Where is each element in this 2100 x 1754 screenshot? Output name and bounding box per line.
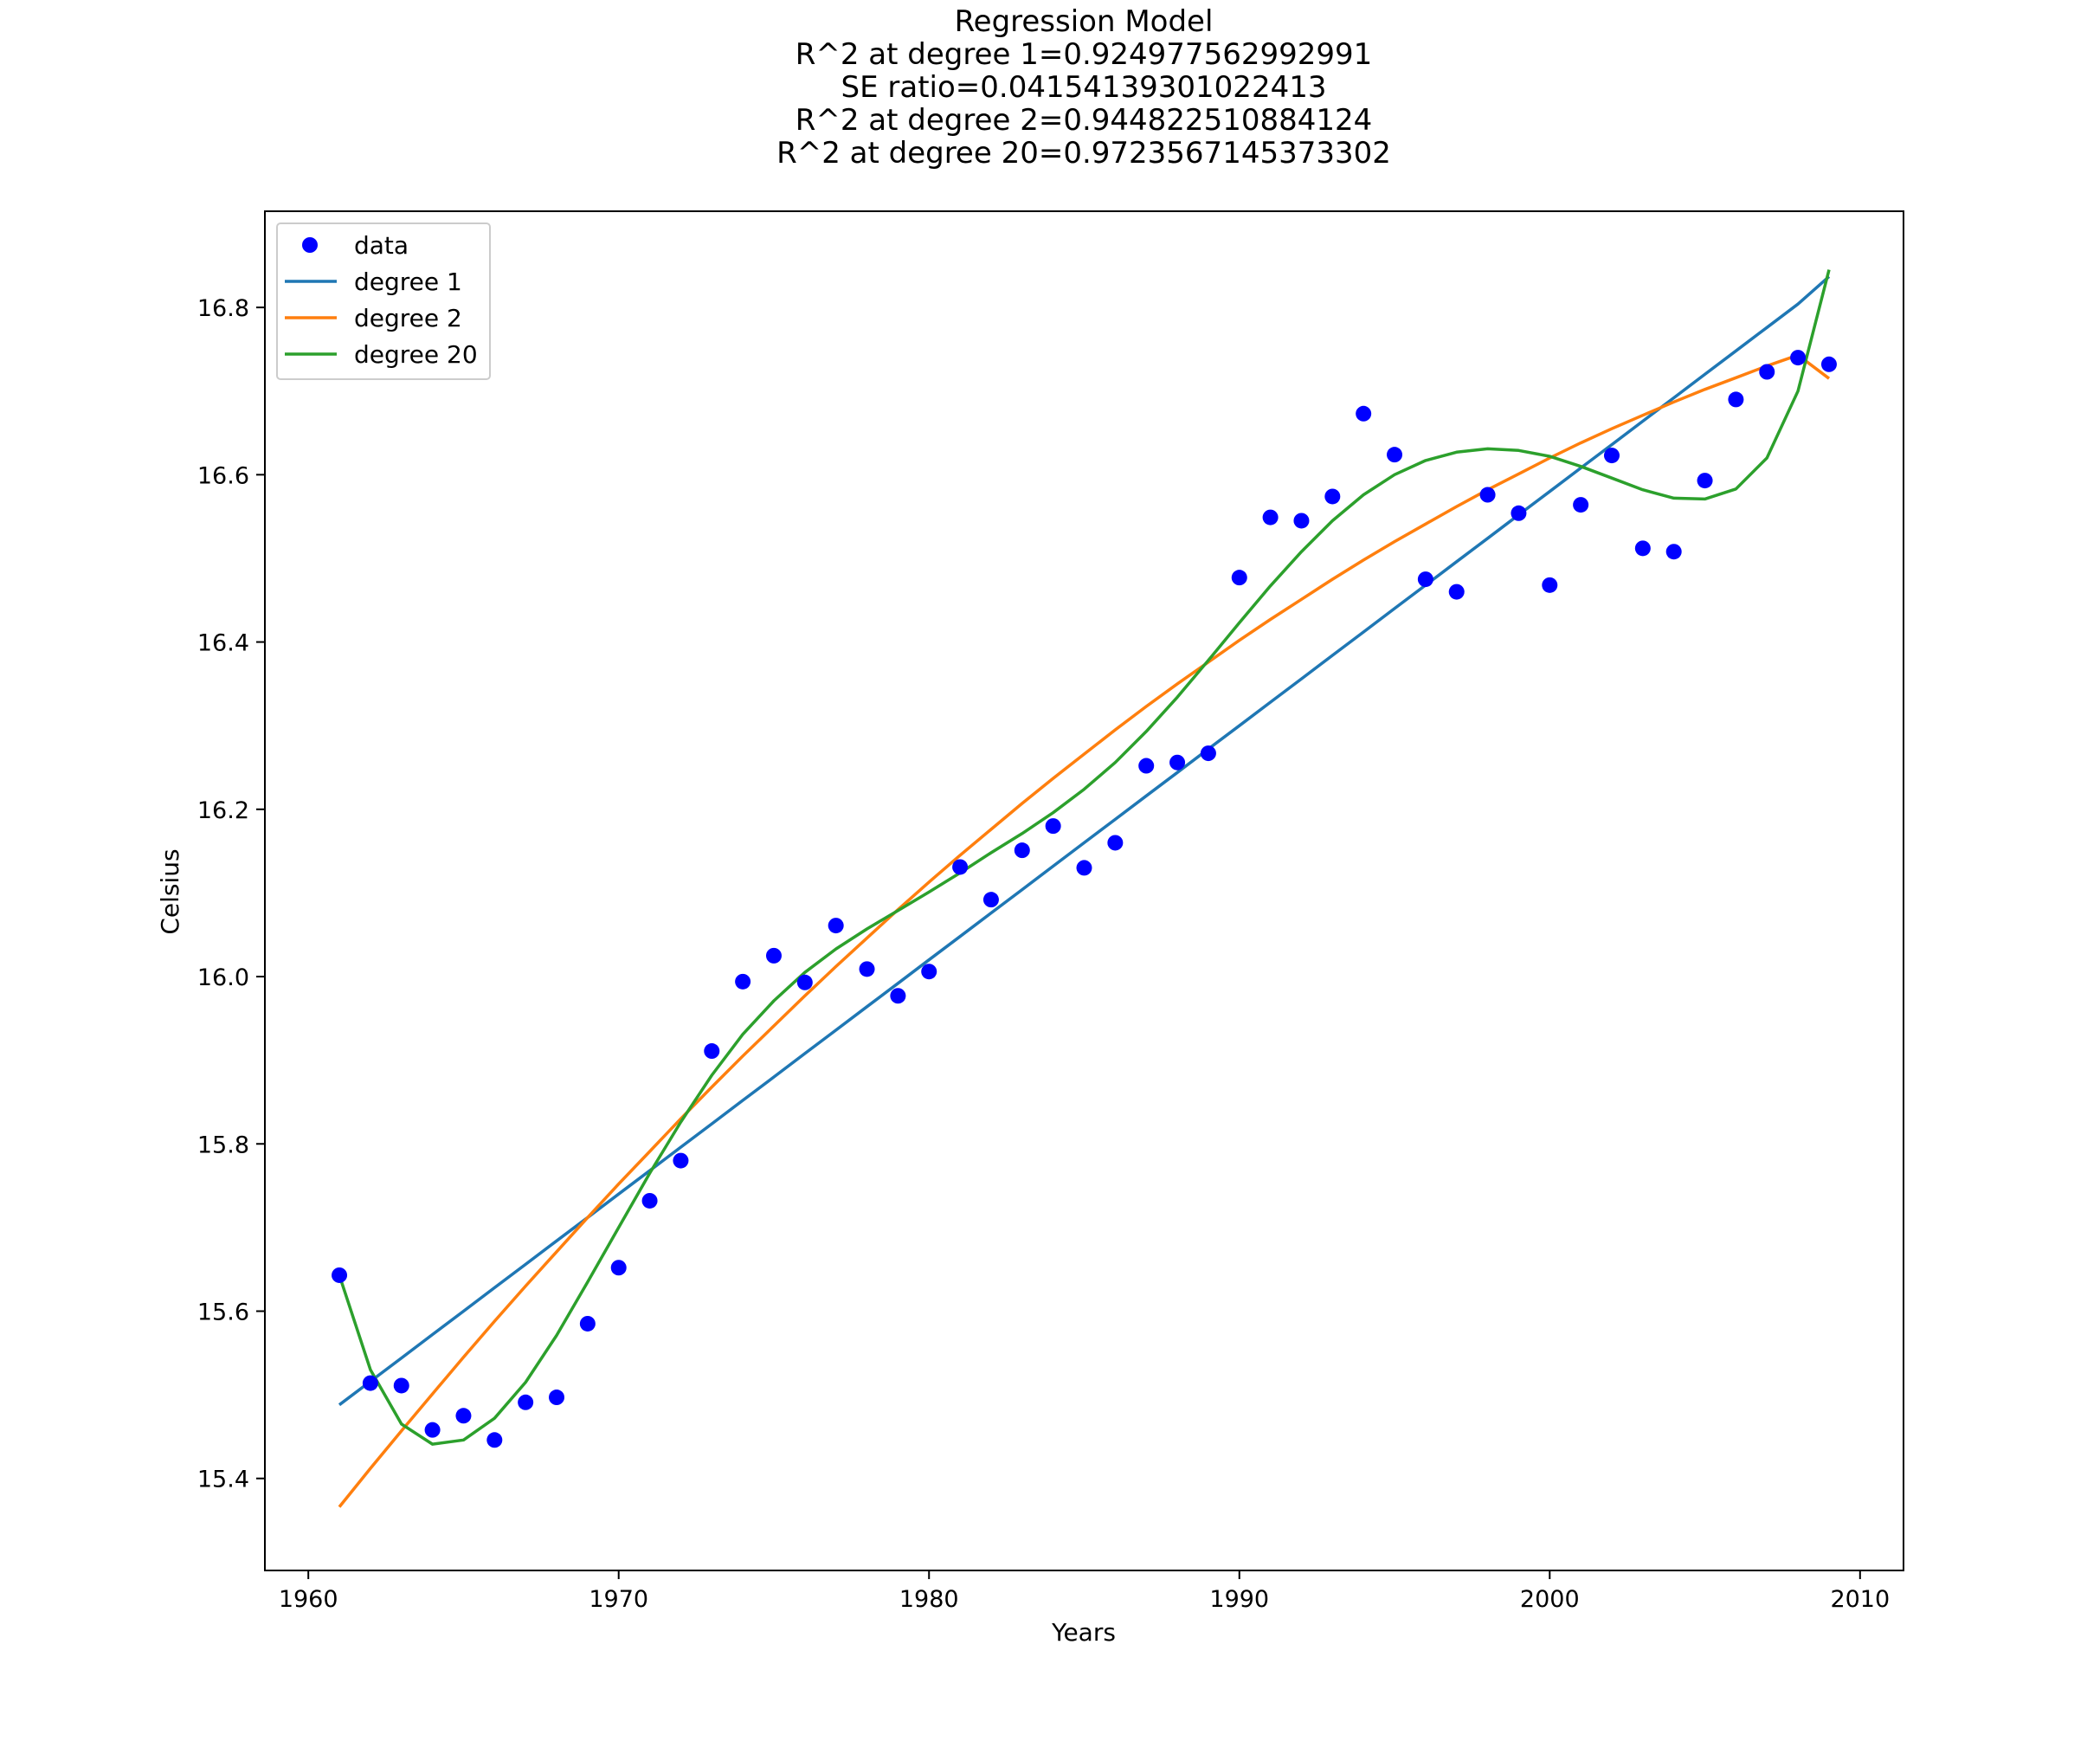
data-point — [455, 1408, 472, 1424]
data-point — [828, 918, 844, 934]
data-point — [579, 1315, 596, 1332]
title-line-0: Regression Model — [955, 4, 1214, 39]
data-point — [1045, 818, 1061, 835]
fit-lines — [338, 269, 1831, 1508]
legend-label: degree 1 — [354, 268, 462, 296]
y-tick-label: 15.8 — [197, 1132, 249, 1158]
legend-marker — [302, 237, 318, 253]
data-point — [1448, 584, 1465, 600]
data-point — [1387, 447, 1403, 463]
data-point — [1511, 505, 1527, 521]
y-tick-label: 16.2 — [197, 797, 249, 824]
title-line-2: SE ratio=0.04154139301022413 — [841, 70, 1327, 105]
data-point — [1014, 842, 1030, 859]
data-point — [1665, 544, 1682, 560]
data-point — [518, 1394, 534, 1410]
data-point — [1200, 745, 1216, 762]
legend: data degree 1 degree 2 degree 20 — [276, 222, 491, 380]
series-line-degree-2 — [338, 353, 1831, 1508]
x-tick-label: 2000 — [1520, 1586, 1580, 1613]
data-points — [332, 350, 1837, 1448]
data-point — [859, 961, 875, 977]
legend-entry-degree-1: degree 1 — [285, 268, 462, 296]
data-point — [704, 1043, 720, 1060]
data-point — [1231, 570, 1247, 586]
legend-box — [276, 222, 491, 380]
data-point — [1573, 497, 1589, 513]
data-point — [332, 1267, 348, 1283]
x-axis: 1960 1970 1980 1990 2000 2010 — [279, 1570, 1890, 1613]
y-tick-label: 15.4 — [197, 1467, 249, 1493]
data-point — [1697, 473, 1713, 489]
data-point — [1479, 487, 1496, 503]
data-point — [1603, 448, 1620, 464]
data-point — [735, 973, 751, 990]
data-point — [1759, 364, 1775, 380]
data-point — [610, 1260, 627, 1276]
series-line-degree-20 — [338, 269, 1831, 1446]
data-point — [673, 1152, 689, 1169]
y-tick-label: 16.0 — [197, 964, 249, 991]
data-point — [1324, 488, 1341, 505]
title-line-1: R^2 at degree 1=0.924977562992991 — [796, 37, 1373, 72]
legend-label: data — [354, 231, 409, 260]
data-point — [1634, 540, 1651, 557]
x-tick-label: 1970 — [589, 1586, 648, 1613]
data-point — [486, 1432, 503, 1448]
data-point — [362, 1375, 378, 1391]
data-point — [1076, 860, 1092, 876]
plot-area — [264, 210, 1904, 1571]
y-axis: 15.4 15.6 15.8 16.0 16.2 16.4 16.6 16.8 — [197, 295, 265, 1493]
data-point — [1107, 835, 1124, 851]
data-point — [1728, 391, 1744, 408]
title-line-3: R^2 at degree 2=0.944822510884124 — [796, 103, 1373, 138]
y-tick-label: 16.6 — [197, 462, 249, 489]
data-point — [1542, 577, 1558, 593]
data-point — [1169, 754, 1186, 771]
data-point — [393, 1377, 409, 1394]
y-tick-label: 16.8 — [197, 295, 249, 322]
data-point — [796, 974, 813, 990]
data-point — [1293, 513, 1310, 529]
series-line-degree-1 — [338, 275, 1831, 1407]
x-tick-label: 1990 — [1209, 1586, 1269, 1613]
data-point — [765, 947, 782, 964]
legend-label: degree 20 — [354, 340, 478, 369]
data-point — [1262, 509, 1279, 526]
y-tick-label: 16.4 — [197, 630, 249, 657]
y-tick-label: 15.6 — [197, 1299, 249, 1325]
data-point — [1417, 571, 1433, 588]
data-point — [1356, 405, 1372, 422]
data-point — [982, 892, 999, 908]
data-point — [549, 1390, 565, 1406]
x-tick-label: 2010 — [1830, 1586, 1890, 1613]
x-axis-label: Years — [1051, 1618, 1116, 1647]
legend-entry-data: data — [302, 231, 409, 260]
data-point — [1820, 356, 1837, 372]
data-point — [921, 964, 937, 980]
legend-entry-degree-2: degree 2 — [285, 304, 462, 332]
data-point — [641, 1192, 658, 1209]
legend-entry-degree-20: degree 20 — [285, 340, 478, 369]
data-point — [952, 859, 969, 875]
data-point — [1790, 350, 1807, 366]
legend-label: degree 2 — [354, 304, 462, 332]
y-axis-label: Celsius — [156, 848, 184, 934]
data-point — [890, 988, 906, 1004]
x-tick-label: 1960 — [279, 1586, 338, 1613]
x-tick-label: 1980 — [899, 1586, 959, 1613]
title-line-4: R^2 at degree 20=0.9723567145373302 — [776, 136, 1391, 171]
data-point — [1138, 758, 1155, 774]
data-point — [424, 1422, 441, 1438]
